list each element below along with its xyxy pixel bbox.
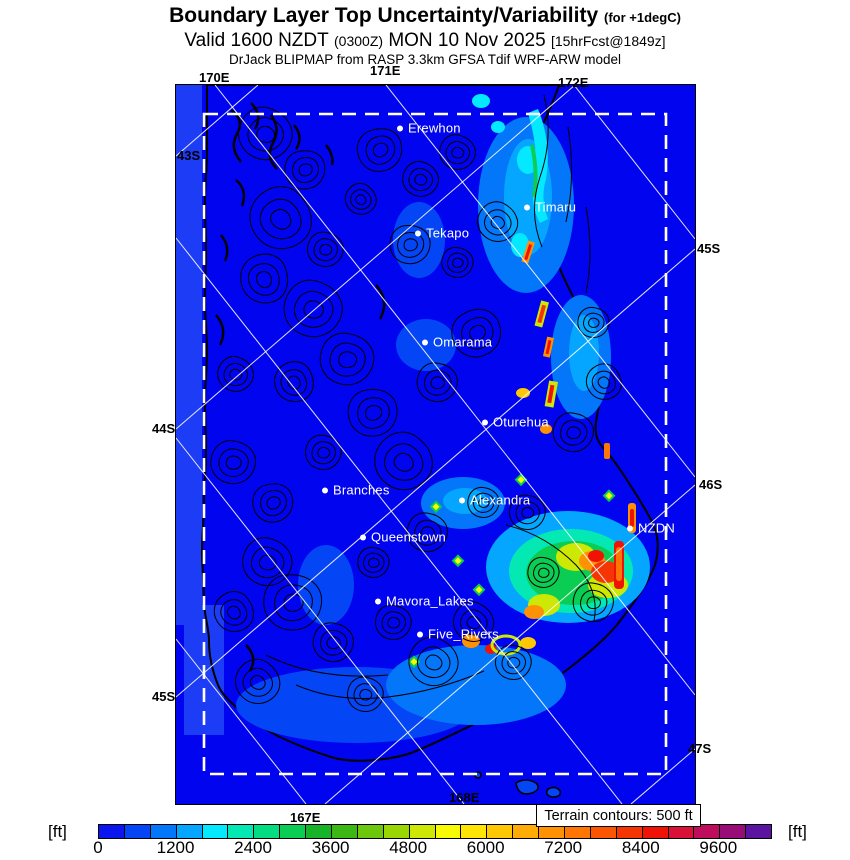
colorbar-segment [228,825,255,838]
colorbar-tick-label: 4800 [389,838,428,857]
city-marker-oturehua: Oturehua [482,415,549,430]
city-label: Five_Rivers [428,626,499,642]
colorbar-segment [254,825,281,838]
colorbar-segment [565,825,591,838]
map-canvas [175,84,696,805]
city-dot [627,525,633,531]
grid-label-170e: 170E [199,70,230,85]
colorbar-tick-label: 6000 [466,838,505,857]
colorbar-segment [383,825,410,838]
valid-time-line: Valid 1600 NZDT (0300Z) MON 10 Nov 2025 … [0,30,850,52]
grid-label-47s: 47S [688,741,712,756]
city-dot [422,339,428,345]
page-title: Boundary Layer Top Uncertainty/Variabili… [0,4,850,28]
valid-date: MON 10 Nov 2025 [388,30,546,51]
grid-label-168e: 168E [449,790,480,805]
colorbar-tick-label: 8400 [621,838,660,857]
grid-label-167e: 167E [290,810,321,825]
city-marker-queenstown: Queenstown [360,530,446,545]
colorbar-segment [409,825,436,838]
colorbar-segment [124,825,151,838]
city-dot [360,534,366,540]
city-dot [524,204,530,210]
city-dot [322,487,328,493]
city-dot [417,631,423,637]
city-label: Alexandra [470,492,531,508]
colorbar-segment [487,825,514,838]
colorbar-segment [99,825,125,838]
city-marker-five-rivers: Five_Rivers [417,627,499,642]
colorbar-tick-label: 0 [93,838,103,857]
city-marker-alexandra: Alexandra [459,493,530,508]
valid-zulu: (0300Z) [334,33,384,49]
grid-label-46s: 46S [699,477,723,492]
valid-prefix: Valid 1600 NZDT [184,30,329,51]
colorbar-segment [539,825,566,838]
city-label: Mavora_Lakes [386,593,474,609]
colorbar-segment [202,825,229,838]
colorbar-segments [98,824,772,839]
city-marker-nzdn: NZDN [627,521,675,536]
city-label: Omarama [433,334,493,350]
grid-label-43s: 43S [177,148,201,163]
colorbar-segment [616,825,643,838]
colorbar-tick-label: 9600 [699,838,738,857]
map-graphic [176,85,695,804]
colorbar-segment [642,825,669,838]
grid-label-172e: 172E [558,75,589,90]
colorbar-segment [720,825,747,838]
colorbar-unit-right: [ft] [788,822,807,841]
terrain-contours-note: Terrain contours: 500 ft [536,804,701,827]
colorbar-segment [668,825,695,838]
colorbar-segment [694,825,721,838]
colorbar-unit-left: [ft] [48,822,67,841]
colorbar-tick-label: 7200 [544,838,583,857]
city-dot [482,419,488,425]
city-marker-mavora-lakes: Mavora_Lakes [375,594,474,609]
title-suffix: (for +1degC) [603,10,681,25]
city-marker-erewhon: Erewhon [397,121,461,136]
city-label: NZDN [638,520,675,536]
city-dot [375,598,381,604]
grid-label-44s: 44S [152,421,176,436]
colorbar-segment [513,825,540,838]
valid-fcst: [15hrFcst@1849z] [550,33,666,49]
city-marker-tekapo: Tekapo [415,226,469,241]
colorbar-segment [461,825,488,838]
grid-label-45s-right: 45S [697,241,721,256]
colorbar-segment [357,825,384,838]
colorbar-segment [435,825,462,838]
city-label: Erewhon [408,120,461,136]
colorbar-segment [746,825,772,838]
colorbar-segment [280,825,307,838]
city-dot [415,230,421,236]
colorbar-segment [306,825,333,838]
city-label: Branches [333,482,390,498]
grid-label-45s-left: 45S [152,689,176,704]
city-label: Timaru [535,199,577,215]
colorbar-ticks: 0 1200 2400 3600 4800 6000 7200 8400 9600 [93,838,770,858]
grid-label-171e: 171E [370,63,401,78]
city-label: Oturehua [493,414,549,430]
colorbar-tick-label: 1200 [156,838,195,857]
city-dot [397,125,403,131]
title-main: Boundary Layer Top Uncertainty/Variabili… [169,4,599,27]
colorbar-segment [176,825,203,838]
model-line: DrJack BLIPMAP from RASP 3.3km GFSA Tdif… [228,52,622,67]
colorbar-segment [150,825,177,838]
colorbar-segment [590,825,617,838]
colorbar-tick-label: 2400 [234,838,272,857]
city-marker-branches: Branches [322,483,390,498]
city-marker-timaru: Timaru [524,200,576,215]
colorbar-segment [332,825,358,838]
colorbar-tick-label: 3600 [311,838,350,857]
city-label: Queenstown [371,529,446,545]
city-label: Tekapo [426,225,470,241]
city-marker-omarama: Omarama [422,335,492,350]
city-dot [459,497,465,503]
